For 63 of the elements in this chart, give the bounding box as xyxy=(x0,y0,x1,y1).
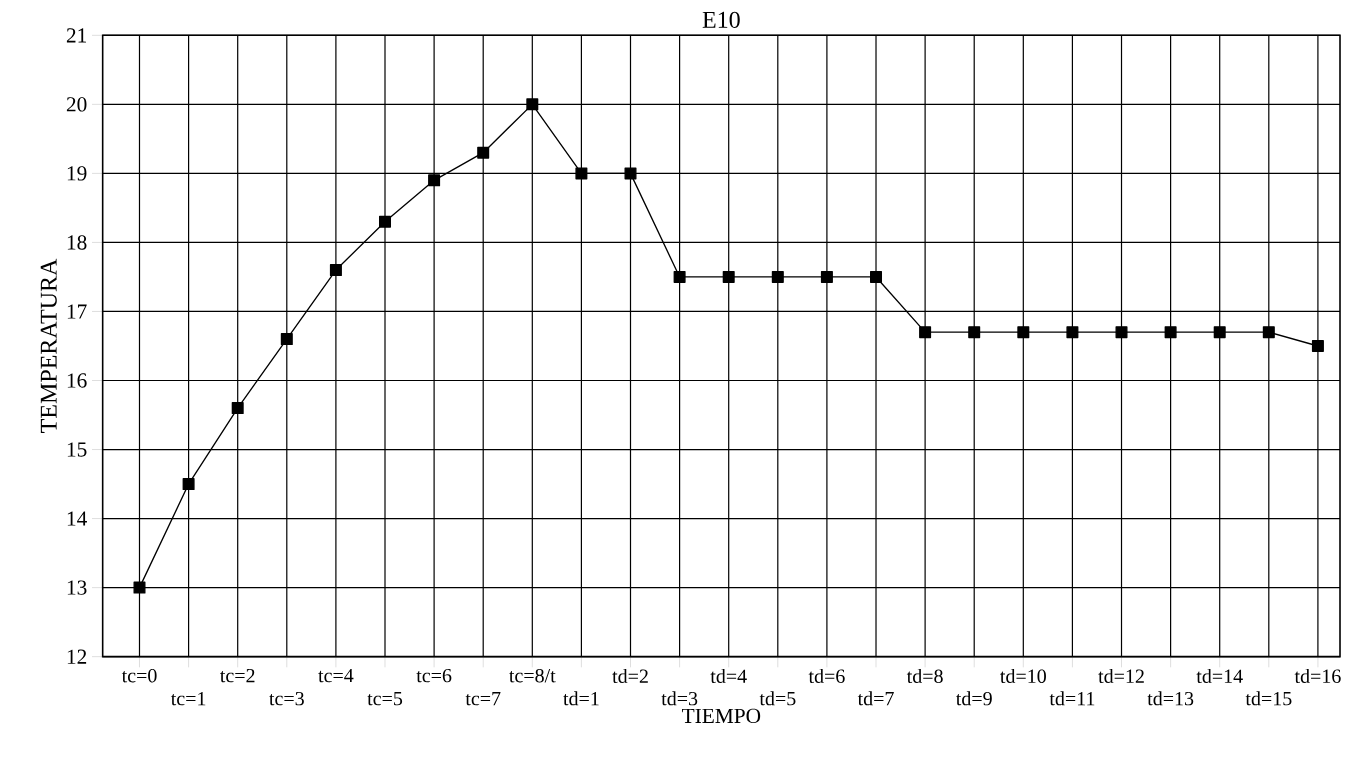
y-tick-label: 18 xyxy=(67,235,87,250)
x-tick-label: td=8 xyxy=(906,668,943,683)
chart-title: E10 xyxy=(702,11,740,28)
point xyxy=(870,270,883,283)
x-tick-label: td=3 xyxy=(661,691,698,706)
x-tick-label: td=14 xyxy=(1196,668,1243,683)
x-tick-label: tc=1 xyxy=(170,691,206,706)
y-tick-label: 15 xyxy=(67,442,87,457)
point xyxy=(182,478,195,491)
x-tick-label: td=5 xyxy=(759,691,796,706)
y-tick-label: 19 xyxy=(67,166,87,181)
x-tick-label: tc=6 xyxy=(416,668,452,683)
point xyxy=(526,98,539,111)
y-tick-label: 20 xyxy=(66,97,87,112)
y-tick-label: 12 xyxy=(67,649,87,664)
point xyxy=(280,333,293,346)
x-tick-label: tc=5 xyxy=(367,692,403,706)
point xyxy=(1311,339,1324,352)
x-tick-label: td=16 xyxy=(1294,668,1341,683)
x-tick-label: td=10 xyxy=(1000,668,1046,683)
point xyxy=(1066,326,1079,339)
x-tick-label: tc=8/t xyxy=(509,668,556,683)
point xyxy=(1115,326,1128,339)
point xyxy=(133,581,146,594)
point xyxy=(1164,326,1177,339)
point xyxy=(673,270,686,283)
point xyxy=(1213,326,1226,339)
x-tick-label: td=15 xyxy=(1245,691,1292,706)
point xyxy=(624,167,637,180)
point xyxy=(968,326,981,339)
x-tick-label: td=13 xyxy=(1147,691,1194,706)
y-tick-label: 21 xyxy=(66,28,87,43)
point xyxy=(722,270,735,283)
x-tick-label: td=1 xyxy=(563,691,599,706)
x-tick-label: tc=7 xyxy=(465,692,501,706)
x-tick-label: tc=4 xyxy=(318,668,354,683)
point xyxy=(1262,326,1275,339)
point xyxy=(428,174,441,187)
point xyxy=(477,146,490,159)
y-axis-title: TEMPERATURA xyxy=(40,258,57,433)
x-tick-label: td=7 xyxy=(857,691,894,706)
x-tick-label: tc=2 xyxy=(220,668,255,683)
x-tick-label: td=11 xyxy=(1049,691,1095,706)
x-tick-label: tc=3 xyxy=(269,691,304,706)
y-tick-label: 17 xyxy=(67,304,87,319)
point xyxy=(231,402,244,415)
point xyxy=(329,264,342,277)
y-tick-label: 16 xyxy=(67,373,87,388)
x-tick-label: td=4 xyxy=(710,668,747,683)
x-tick-label: td=6 xyxy=(808,668,845,683)
point xyxy=(575,167,588,180)
x-axis-title: TIEMPO xyxy=(682,708,761,724)
y-tick-label: 13 xyxy=(67,580,87,595)
point xyxy=(919,326,932,339)
point xyxy=(771,270,784,283)
y-tick-label: 14 xyxy=(67,511,87,526)
x-tick-label: td=9 xyxy=(955,691,992,706)
x-tick-label: td=12 xyxy=(1098,668,1144,683)
point xyxy=(1017,326,1030,339)
x-tick-label: tc=0 xyxy=(121,668,157,683)
point xyxy=(820,270,833,283)
point xyxy=(379,215,392,228)
x-tick-label: td=2 xyxy=(612,668,648,683)
